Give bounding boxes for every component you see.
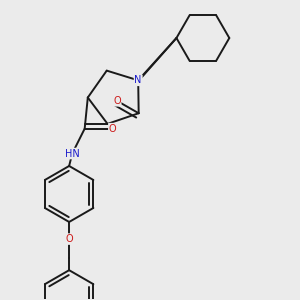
Text: O: O	[113, 96, 121, 106]
Text: HN: HN	[65, 148, 80, 158]
Text: O: O	[109, 124, 116, 134]
Text: N: N	[134, 75, 142, 85]
Text: O: O	[65, 234, 73, 244]
